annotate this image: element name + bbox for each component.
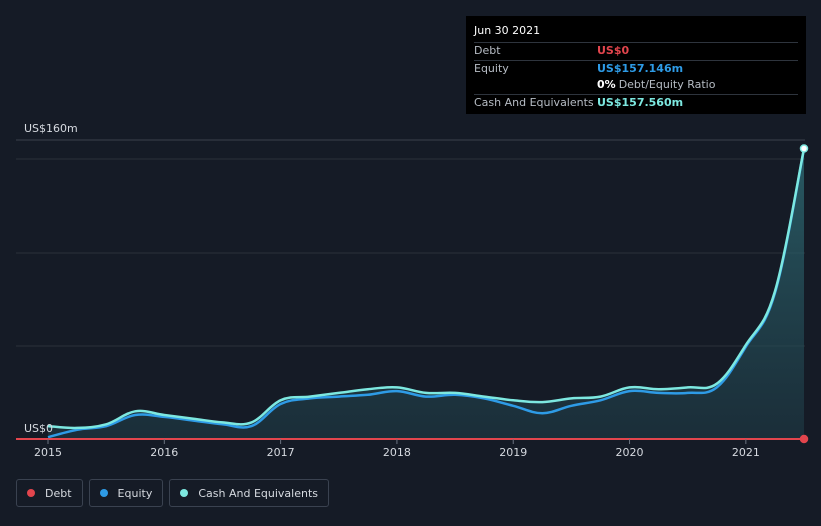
tooltip-debt-label: Debt bbox=[474, 44, 501, 57]
legend-item-cash[interactable]: Cash And Equivalents bbox=[169, 479, 329, 507]
tooltip-row-equity: Equity US$157.146m bbox=[474, 61, 798, 78]
tooltip-cash-label: Cash And Equivalents bbox=[474, 95, 594, 109]
legend-debt-label: Debt bbox=[45, 486, 72, 500]
cash-line bbox=[47, 148, 806, 430]
chart-legend: Debt Equity Cash And Equivalents bbox=[16, 479, 329, 507]
tooltip-date: Jun 30 2021 bbox=[474, 22, 798, 43]
x-tick-label: 2019 bbox=[499, 446, 527, 459]
x-tick-label: 2016 bbox=[150, 446, 178, 459]
y-axis-top-label: US$160m bbox=[24, 122, 78, 135]
tooltip-equity-value: US$157.146m bbox=[597, 61, 684, 75]
equity-line bbox=[47, 149, 806, 439]
legend-item-debt[interactable]: Debt bbox=[16, 479, 83, 507]
equity-dot-icon bbox=[99, 489, 108, 497]
debt-end-marker bbox=[799, 434, 809, 444]
tooltip-ratio-label: Debt/Equity Ratio bbox=[618, 78, 716, 91]
x-tick-label: 2015 bbox=[34, 446, 62, 459]
cash-dot-icon bbox=[180, 489, 189, 497]
y-axis-bottom-label: US$0 bbox=[24, 422, 53, 435]
x-tick-label: 2017 bbox=[267, 446, 295, 459]
x-axis-labels: 2015 2016 2017 2018 2019 2020 2021 bbox=[34, 439, 760, 459]
tooltip-equity-label: Equity bbox=[474, 61, 509, 75]
legend-item-equity[interactable]: Equity bbox=[88, 479, 164, 507]
tooltip-row-ratio: 0% Debt/Equity Ratio bbox=[474, 77, 798, 95]
cash-end-marker bbox=[799, 144, 809, 153]
tooltip-debt-value: US$0 bbox=[597, 44, 630, 57]
debt-dot-icon bbox=[27, 489, 35, 497]
x-tick-label: 2020 bbox=[616, 446, 644, 459]
cash-area-fill bbox=[48, 148, 804, 439]
x-tick-label: 2021 bbox=[732, 446, 760, 459]
x-tick-label: 2018 bbox=[383, 446, 411, 459]
end-markers bbox=[799, 144, 809, 444]
tooltip-ratio-value: 0% bbox=[597, 78, 616, 91]
data-tooltip: Jun 30 2021 Debt US$0 Equity US$157.146m… bbox=[466, 16, 806, 114]
tooltip-cash-value: US$157.560m bbox=[597, 95, 684, 109]
tooltip-row-debt: Debt US$0 bbox=[474, 43, 798, 61]
legend-equity-label: Equity bbox=[117, 486, 153, 500]
legend-cash-label: Cash And Equivalents bbox=[198, 486, 318, 500]
tooltip-row-cash: Cash And Equivalents US$157.560m bbox=[474, 95, 798, 112]
